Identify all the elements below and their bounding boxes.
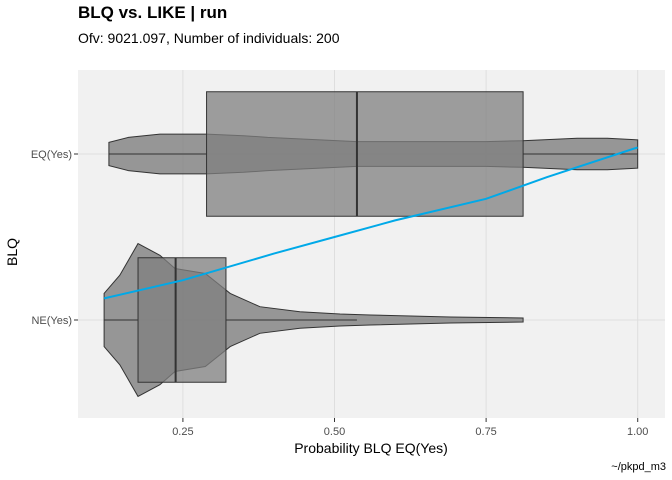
x-tick-label: 1.00 — [627, 426, 648, 438]
x-tick-label: 0.50 — [324, 426, 345, 438]
box — [206, 91, 524, 217]
chart-title: BLQ vs. LIKE | run — [78, 3, 228, 22]
x-tick-label: 0.25 — [172, 426, 193, 438]
caption: ~/pkpd_m3 — [611, 461, 666, 473]
trend-line — [103, 146, 639, 300]
y-tick-label: EQ(Yes) — [31, 149, 72, 161]
box — [137, 257, 227, 383]
chart-subtitle: Ofv: 9021.097, Number of individuals: 20… — [78, 30, 340, 46]
y-axis-label: BLQ — [4, 237, 21, 267]
y-tick-label: NE(Yes) — [31, 315, 72, 327]
x-axis-label: Probability BLQ EQ(Yes) — [294, 440, 448, 456]
x-tick-label: 0.75 — [475, 426, 496, 438]
